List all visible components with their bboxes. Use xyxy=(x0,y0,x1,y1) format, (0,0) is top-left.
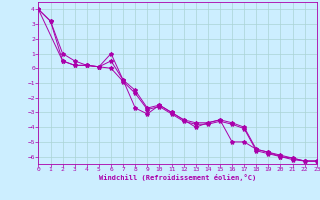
X-axis label: Windchill (Refroidissement éolien,°C): Windchill (Refroidissement éolien,°C) xyxy=(99,174,256,181)
